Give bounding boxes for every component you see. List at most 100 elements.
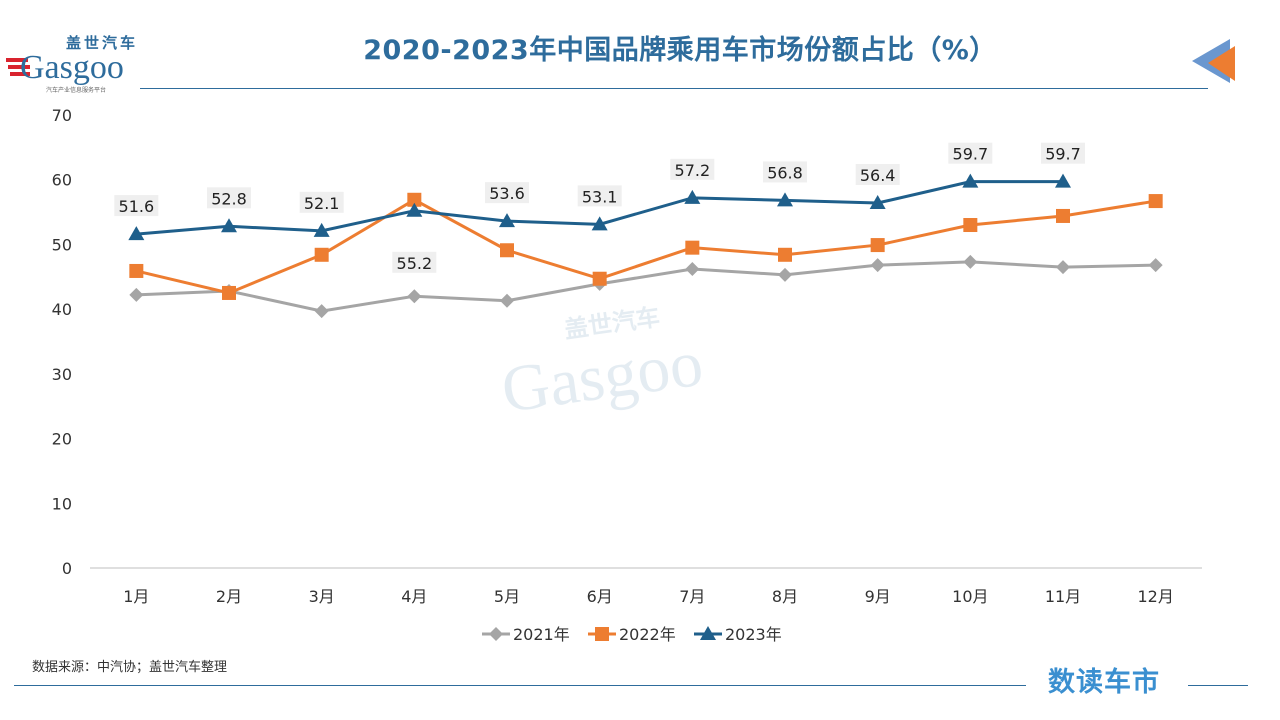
x-tick-label: 1月 <box>123 587 149 606</box>
data-label-bg <box>485 182 529 204</box>
data-point-diamond <box>870 258 885 273</box>
x-tick-label: 4月 <box>401 587 427 606</box>
data-point-square <box>129 263 144 278</box>
x-tick-label: 12月 <box>1137 587 1173 606</box>
data-point-square <box>963 218 978 233</box>
series-2022年 <box>129 192 1163 300</box>
data-point-triangle <box>869 195 886 210</box>
data-point-triangle <box>406 202 423 217</box>
data-point-triangle <box>684 189 701 204</box>
legend-item: 2022年 <box>588 625 676 644</box>
data-label-bg <box>763 161 807 183</box>
data-label: 53.1 <box>582 187 618 206</box>
data-point-square <box>592 271 607 286</box>
footer-divider <box>14 685 1026 686</box>
data-point-triangle <box>221 218 237 233</box>
data-point-square <box>407 192 422 207</box>
series-line <box>136 260 1156 313</box>
data-label: 53.6 <box>489 184 525 203</box>
data-label-bg <box>577 185 622 207</box>
data-label: 51.6 <box>119 197 155 216</box>
legend-label: 2021年 <box>513 625 570 644</box>
data-point-square <box>1148 194 1163 209</box>
data-label: 57.2 <box>675 161 711 180</box>
y-tick-label: 70 <box>52 106 72 125</box>
data-label-bg <box>392 251 437 273</box>
data-point-square <box>870 238 885 253</box>
logo-cn-text: 盖世汽车 <box>66 34 138 52</box>
data-label: 56.8 <box>767 163 803 182</box>
data-point-diamond <box>489 627 503 641</box>
data-point-square <box>222 285 236 300</box>
y-tick-label: 20 <box>52 430 72 449</box>
data-label-bg <box>299 191 344 213</box>
x-tick-label: 9月 <box>865 587 891 606</box>
y-tick-label: 10 <box>52 494 72 513</box>
data-point-square <box>778 247 792 262</box>
data-label: 59.7 <box>953 145 989 164</box>
y-tick-label: 40 <box>52 300 72 319</box>
data-point-triangle <box>700 626 716 640</box>
data-point-diamond <box>963 254 978 269</box>
data-point-square <box>685 240 700 255</box>
page-title: 2020-2023年中国品牌乘用车市场份额占比（%） <box>363 35 997 66</box>
logo-en-text: Gasgoo <box>20 49 124 86</box>
data-point-square <box>595 627 609 641</box>
watermark-logo: 盖世汽车 Gasgoo <box>497 303 707 427</box>
data-point-diamond <box>129 287 144 302</box>
x-tick-label: 5月 <box>494 587 520 606</box>
data-point-square <box>1056 208 1070 223</box>
data-label: 55.2 <box>397 254 433 273</box>
x-tick-label: 10月 <box>952 587 988 606</box>
data-point-triangle <box>499 213 515 228</box>
y-tick-label: 60 <box>52 171 72 190</box>
x-tick-label: 8月 <box>772 587 798 606</box>
data-point-triangle <box>962 173 979 188</box>
legend-label: 2023年 <box>725 625 782 644</box>
data-point-diamond <box>778 267 792 282</box>
x-tick-label: 3月 <box>309 587 335 606</box>
data-point-square <box>500 243 514 258</box>
back-arrows-icon[interactable] <box>1190 36 1250 86</box>
data-point-triangle <box>313 222 330 237</box>
data-label: 56.4 <box>860 166 896 185</box>
y-tick-label: 30 <box>52 365 72 384</box>
logo-tagline: 汽车产业信息服务平台 <box>46 86 106 94</box>
data-label-bg <box>1041 142 1085 164</box>
data-point-triangle <box>591 216 608 231</box>
y-tick-label: 0 <box>62 559 72 578</box>
data-point-square <box>314 247 329 262</box>
x-tick-label: 6月 <box>587 587 613 606</box>
data-point-diamond <box>407 289 422 304</box>
data-label-bg <box>855 164 900 186</box>
data-label: 52.1 <box>304 194 340 213</box>
legend-label: 2022年 <box>619 625 676 644</box>
data-source: 数据来源：中汽协；盖世汽车整理 <box>32 660 228 675</box>
data-point-triangle <box>128 226 145 241</box>
data-label-bg <box>670 158 715 180</box>
data-point-diamond <box>1056 260 1070 275</box>
data-label-bg <box>114 195 159 217</box>
data-point-diamond <box>314 304 329 319</box>
data-point-diamond <box>500 293 514 308</box>
legend-item: 2023年 <box>694 625 782 644</box>
x-tick-label: 11月 <box>1045 587 1081 606</box>
data-point-diamond <box>1148 258 1163 273</box>
data-label: 52.8 <box>211 189 247 208</box>
series-line <box>135 198 1156 295</box>
series-2023年: 51.6 52.8 52.1 55.2 53.6 53.1 57.2 56.8 56.4 59.7… <box>114 142 1085 273</box>
y-tick-label: 50 <box>52 235 72 254</box>
x-tick-label: 7月 <box>679 587 705 606</box>
data-point-triangle <box>777 192 793 207</box>
legend-item: 2021年 <box>482 625 570 644</box>
data-label: 59.7 <box>1045 145 1081 164</box>
data-label-bg <box>207 187 251 209</box>
data-label-bg <box>948 142 993 164</box>
gasgoo-logo: 盖世汽车 Gasgoo 汽车产业信息服务平台 <box>6 34 138 94</box>
data-point-triangle <box>1055 173 1071 188</box>
x-tick-label: 2月 <box>216 587 242 606</box>
brand-label: 数读车市 <box>1048 667 1160 698</box>
data-point-diamond <box>685 262 700 277</box>
title-divider <box>140 88 1208 89</box>
